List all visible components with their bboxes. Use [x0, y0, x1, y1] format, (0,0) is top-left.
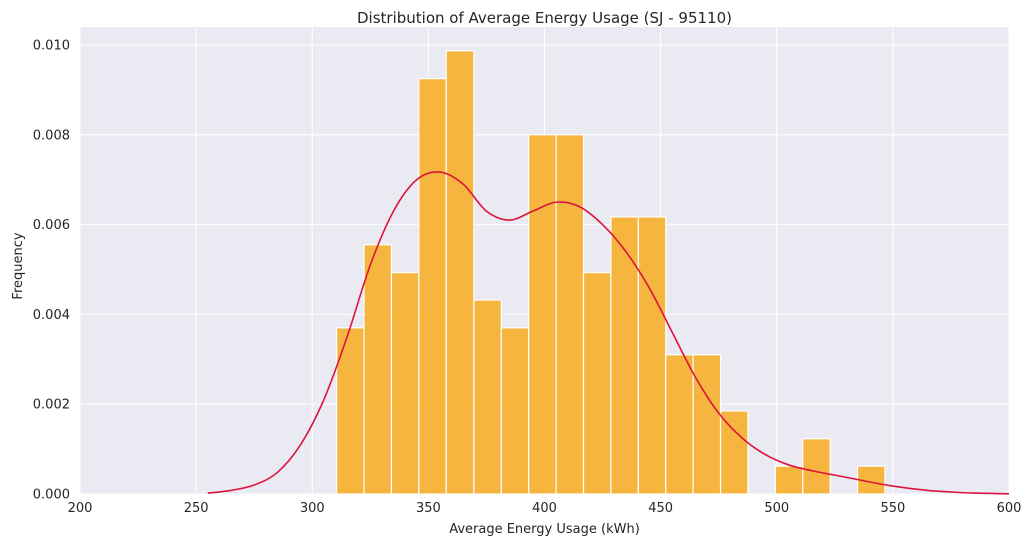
x-tick-label: 300	[300, 501, 325, 516]
x-axis-label: Average Energy Usage (kWh)	[449, 522, 640, 537]
y-tick-label: 0.006	[33, 218, 70, 233]
y-axis-label: Frequency	[11, 232, 26, 299]
chart-title: Distribution of Average Energy Usage (SJ…	[357, 9, 732, 27]
histogram-bars	[336, 50, 886, 495]
x-tick-label: 400	[532, 501, 557, 516]
histogram-bar	[500, 327, 530, 495]
x-tick-label: 350	[416, 501, 441, 516]
kde-curve	[207, 171, 1010, 495]
histogram-bar	[610, 216, 639, 495]
histogram-bar	[528, 134, 557, 495]
x-tick-label: 600	[997, 501, 1022, 516]
histogram-bar	[445, 50, 475, 495]
histogram-bar	[363, 244, 393, 495]
y-tick-label: 0.000	[33, 488, 70, 503]
y-tick-label: 0.002	[33, 398, 70, 413]
histogram-bar	[719, 410, 749, 495]
y-tick-labels: 0.000 0.002 0.004 0.006 0.008 0.010	[33, 38, 70, 502]
x-tick-label: 500	[764, 501, 789, 516]
histogram-bar	[418, 78, 447, 495]
x-tick-label: 550	[880, 501, 905, 516]
histogram-bar	[473, 299, 502, 495]
y-tick-label: 0.008	[33, 128, 70, 143]
histogram-bar	[390, 272, 420, 495]
histogram-bar	[582, 272, 612, 495]
histogram-bar	[555, 134, 585, 495]
x-tick-label: 200	[68, 501, 93, 516]
histogram-bar	[665, 354, 694, 495]
histogram-bar	[637, 216, 667, 495]
x-tick-label: 450	[648, 501, 673, 516]
histogram-bar	[692, 354, 722, 495]
x-tick-label: 250	[184, 501, 209, 516]
y-tick-label: 0.010	[33, 38, 70, 53]
histogram-bar	[774, 465, 804, 495]
y-tick-label: 0.004	[33, 308, 70, 323]
histogram-bar	[802, 438, 831, 495]
x-tick-labels: 200 250 300 350 400 450 500 550 600	[68, 501, 1022, 516]
